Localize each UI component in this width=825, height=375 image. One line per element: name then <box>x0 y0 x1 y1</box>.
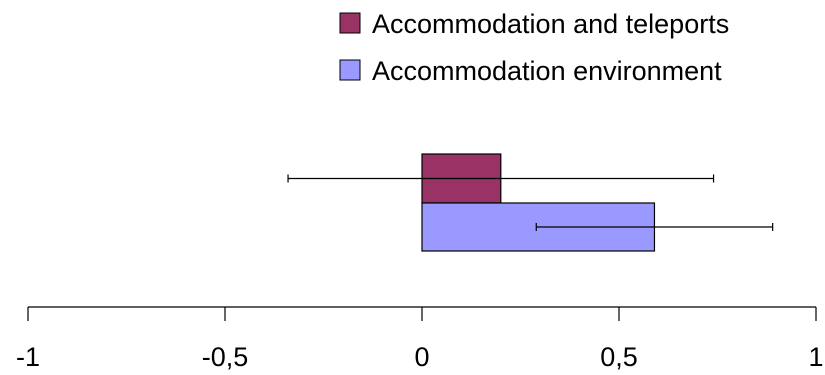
legend: Accommodation and teleports Accommodatio… <box>339 9 729 86</box>
x-tick-label: 0 <box>414 342 429 372</box>
legend-swatch-accommodation-and-teleports <box>339 12 361 34</box>
plot-area <box>287 153 774 252</box>
x-tick-label: 1 <box>808 342 823 372</box>
x-axis: -1 -0,5 0 0,5 1 <box>16 306 824 372</box>
x-tick-label: -1 <box>16 342 40 372</box>
legend-label-accommodation-environment: Accommodation environment <box>372 56 722 86</box>
legend-label-accommodation-and-teleports: Accommodation and teleports <box>372 9 729 39</box>
legend-swatch-accommodation-environment <box>339 59 361 81</box>
x-tick-label: 0,5 <box>600 342 638 372</box>
x-tick-label: -0,5 <box>202 342 249 372</box>
